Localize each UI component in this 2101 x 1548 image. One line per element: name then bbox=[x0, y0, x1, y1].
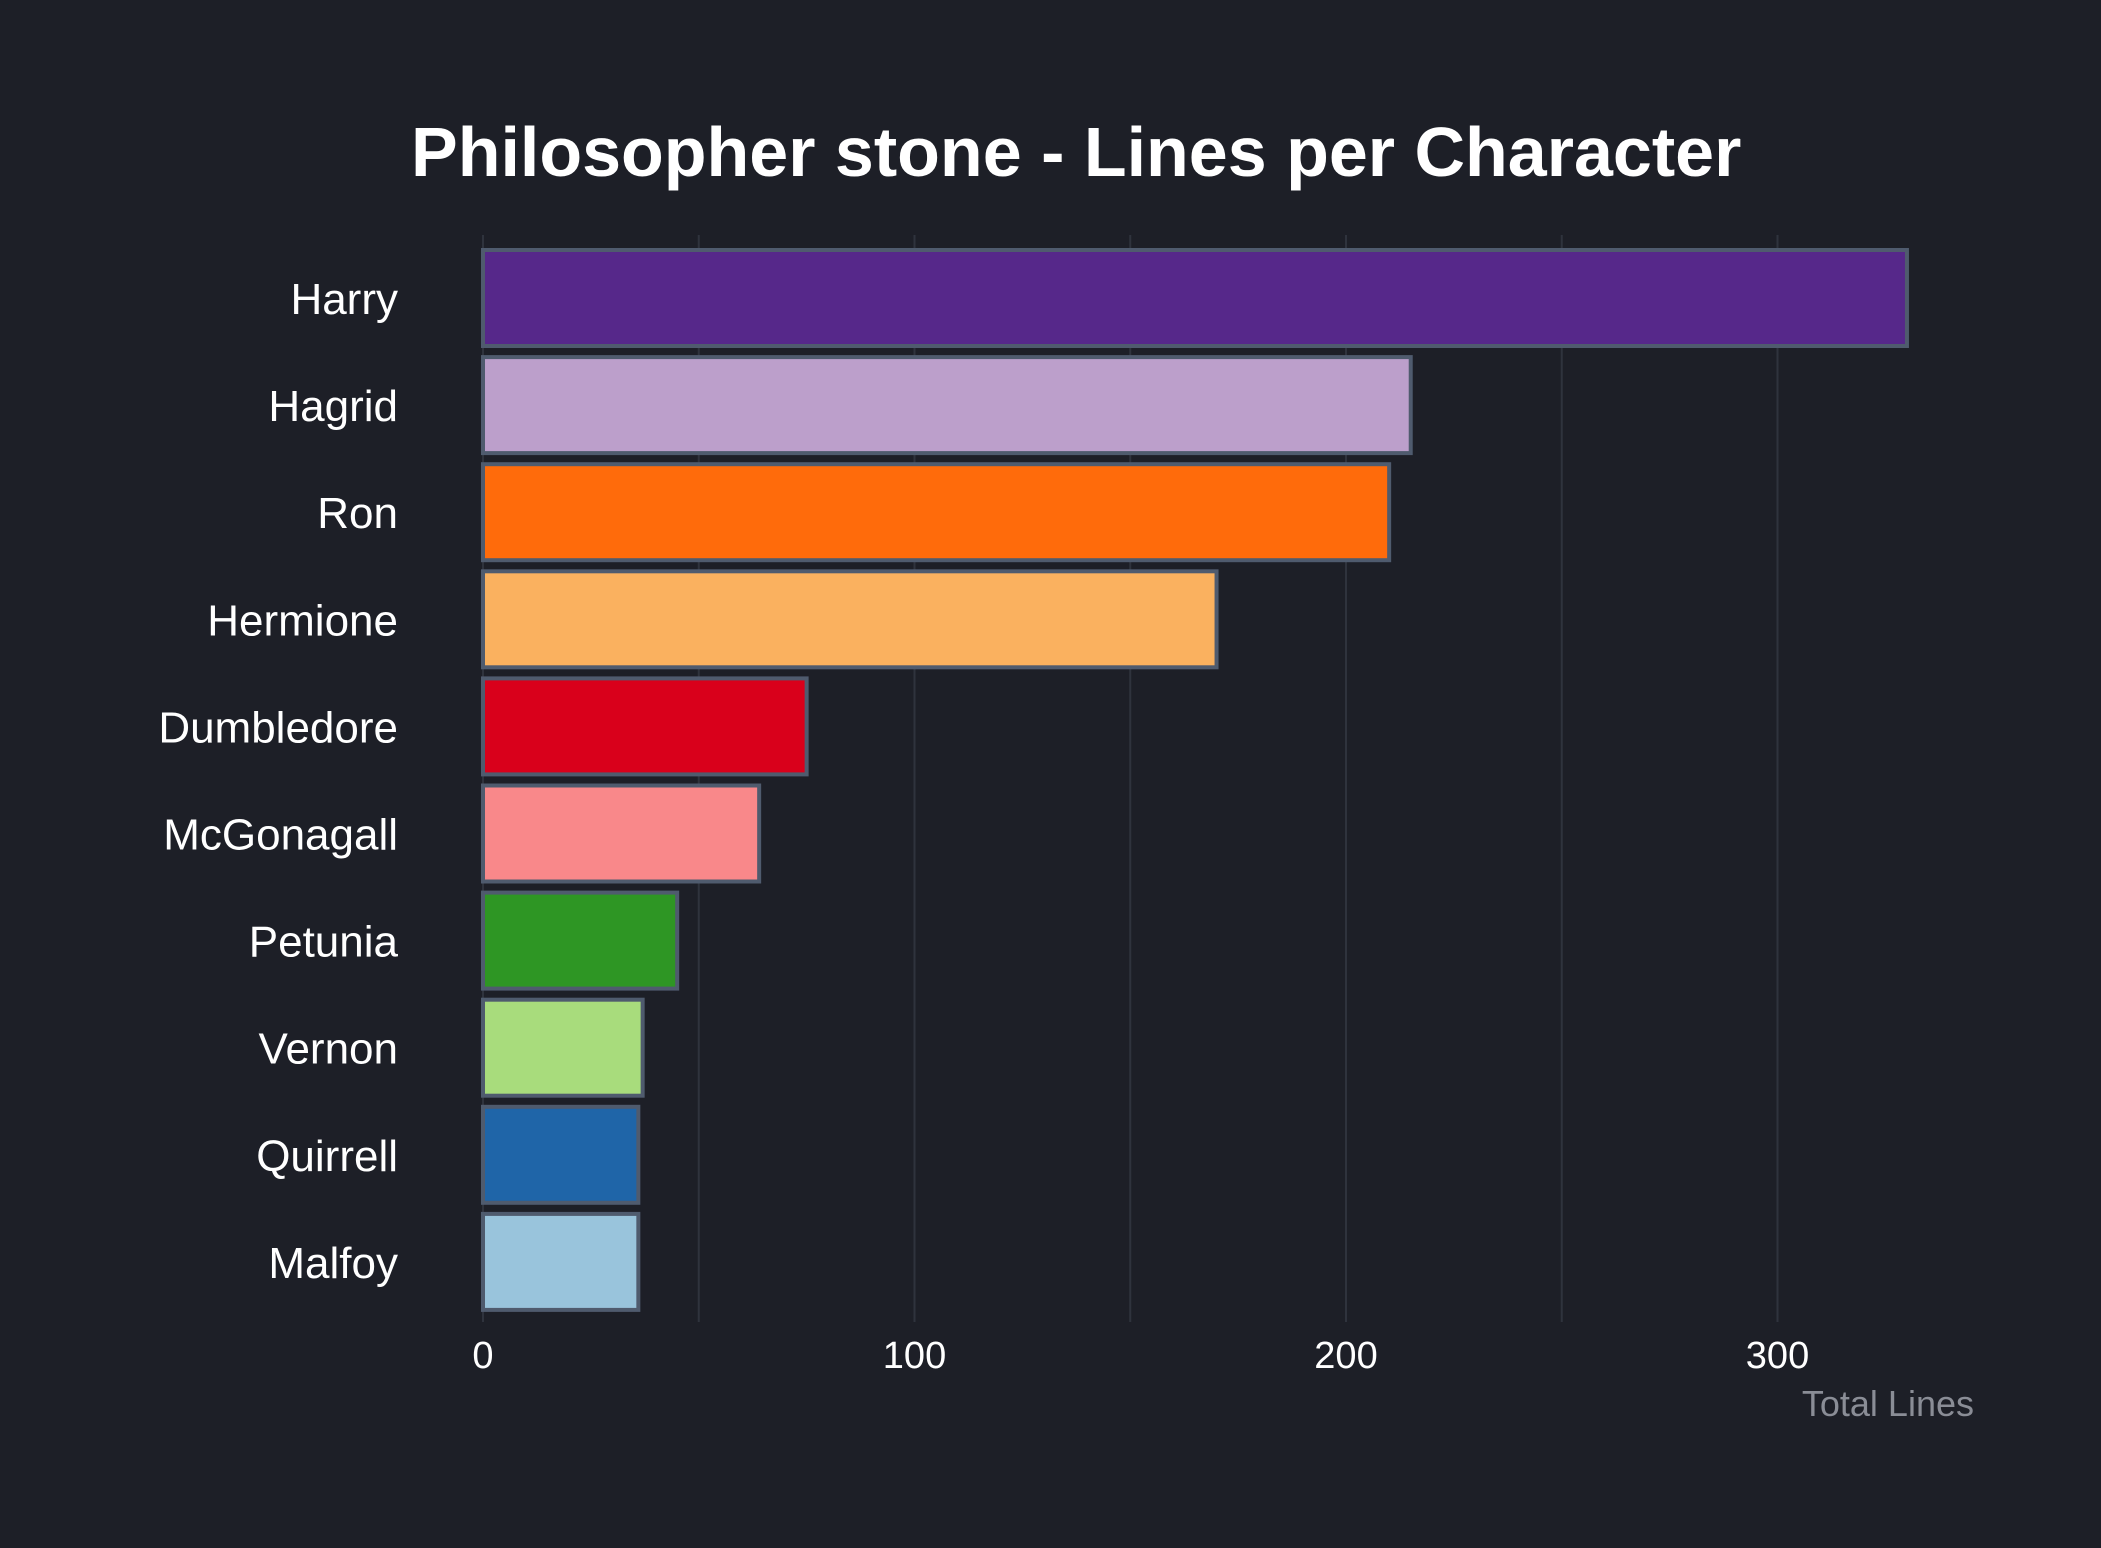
bars bbox=[481, 248, 1909, 1312]
bar-malfoy bbox=[481, 1211, 641, 1312]
bar-mcgonagall bbox=[481, 783, 762, 884]
x-tick-label-0: 0 bbox=[472, 1335, 493, 1377]
x-tick-label-300: 300 bbox=[1746, 1335, 1809, 1377]
category-label-hagrid: Hagrid bbox=[268, 382, 398, 431]
bar-vernon bbox=[481, 997, 645, 1098]
category-label-petunia: Petunia bbox=[249, 918, 399, 967]
x-axis-title: Total Lines bbox=[1802, 1383, 1974, 1424]
chart-title: Philosopher stone - Lines per Character bbox=[411, 113, 1741, 191]
category-label-dumbledore: Dumbledore bbox=[158, 703, 398, 752]
x-tick-label-200: 200 bbox=[1314, 1335, 1377, 1377]
bar-petunia bbox=[481, 890, 680, 991]
category-label-quirrell: Quirrell bbox=[256, 1132, 398, 1181]
bar-hagrid bbox=[481, 355, 1413, 456]
category-label-ron: Ron bbox=[317, 489, 398, 538]
category-label-harry: Harry bbox=[290, 275, 398, 324]
category-label-mcgonagall: McGonagall bbox=[163, 811, 398, 860]
category-label-vernon: Vernon bbox=[259, 1025, 398, 1074]
bar-harry bbox=[481, 248, 1909, 348]
bar-hermione bbox=[481, 569, 1219, 670]
bar-dumbledore bbox=[481, 676, 809, 777]
x-tick-labels: 0 100 200 300 bbox=[472, 1335, 1809, 1377]
category-label-hermione: Hermione bbox=[207, 596, 398, 645]
category-labels: Harry Hagrid Ron Hermione Dumbledore McGonaga… bbox=[158, 275, 398, 1288]
bar-quirrell bbox=[481, 1104, 641, 1205]
bar-ron bbox=[481, 462, 1392, 563]
category-label-malfoy: Malfoy bbox=[268, 1239, 398, 1288]
x-tick-label-100: 100 bbox=[883, 1335, 946, 1377]
